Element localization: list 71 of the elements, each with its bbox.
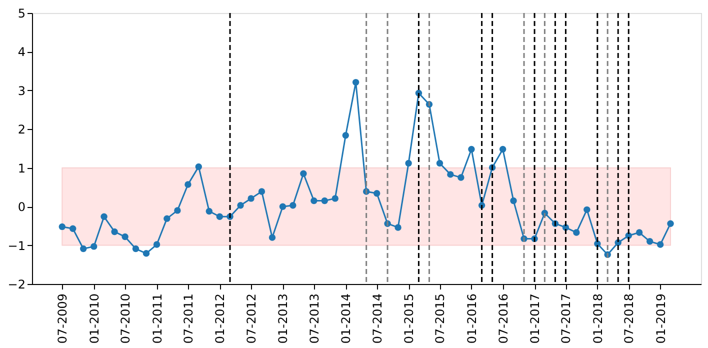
point	[90, 243, 98, 250]
x-tick-label: 01-2013	[276, 294, 290, 344]
point	[573, 229, 580, 236]
point	[447, 171, 454, 178]
x-tick-label: 01-2017	[528, 294, 542, 344]
point	[373, 190, 380, 197]
point	[153, 241, 160, 248]
y-tick-label: 0	[18, 200, 26, 214]
x-tick-label: 01-2019	[654, 294, 668, 344]
x-tick-label: 07-2015	[433, 294, 448, 344]
point	[667, 220, 674, 227]
x-tick-label: 01-2014	[339, 294, 354, 344]
y-tick-label: 2	[18, 122, 26, 137]
x-tick-label: 07-2018	[622, 294, 636, 344]
point	[510, 197, 517, 204]
point	[258, 188, 266, 195]
point	[300, 170, 307, 178]
x-tick-label: 01-2010	[87, 294, 102, 344]
x-tick-label: 07-2010	[118, 294, 133, 344]
point	[184, 181, 192, 188]
point	[100, 213, 108, 220]
point	[321, 197, 328, 204]
x-tick-label: 07-2013	[307, 294, 322, 344]
x-tick-label: 07-2017	[559, 294, 574, 344]
x-tick-label: 01-2012	[213, 294, 228, 344]
point	[636, 229, 643, 236]
point	[646, 238, 654, 245]
point	[405, 160, 412, 167]
point	[164, 215, 170, 222]
x-tick-label: 07-2011	[181, 294, 196, 344]
point	[656, 241, 664, 248]
point	[352, 78, 360, 86]
point	[248, 195, 254, 202]
point	[279, 203, 286, 210]
point	[290, 202, 296, 209]
x-tick-label: 01-2015	[402, 294, 416, 344]
x-tick-label: 07-2009	[56, 294, 70, 344]
point	[268, 234, 276, 241]
y-tick-label: −2	[8, 278, 26, 292]
point	[122, 233, 128, 240]
point	[584, 206, 590, 214]
x-tick-label: 01-2018	[590, 294, 605, 344]
point	[216, 213, 224, 220]
y-tick-label: 1	[18, 161, 26, 176]
x-tick-label: 01-2011	[150, 294, 164, 344]
y-tick-label: 4	[18, 45, 26, 60]
point	[332, 195, 338, 202]
y-tick-label: 3	[18, 84, 26, 98]
y-tick-label: 5	[18, 6, 26, 20]
x-tick-label: 07-2016	[496, 294, 510, 344]
point	[394, 224, 402, 231]
point	[499, 146, 506, 153]
point	[69, 225, 76, 232]
x-tick-label: 01-2016	[464, 294, 479, 344]
point	[458, 174, 464, 181]
point	[310, 197, 318, 204]
point	[468, 146, 475, 153]
point	[132, 245, 140, 252]
point	[80, 245, 87, 252]
point	[174, 207, 181, 214]
point	[342, 132, 349, 139]
x-tick-label: 07-2014	[370, 294, 384, 344]
point	[436, 160, 444, 167]
y-tick-label: −1	[8, 238, 26, 253]
point	[142, 250, 150, 257]
point	[58, 223, 66, 230]
x-tick-label: 07-2012	[244, 294, 259, 344]
point	[111, 228, 118, 236]
point	[195, 163, 202, 170]
point	[206, 208, 213, 215]
point	[237, 202, 244, 209]
